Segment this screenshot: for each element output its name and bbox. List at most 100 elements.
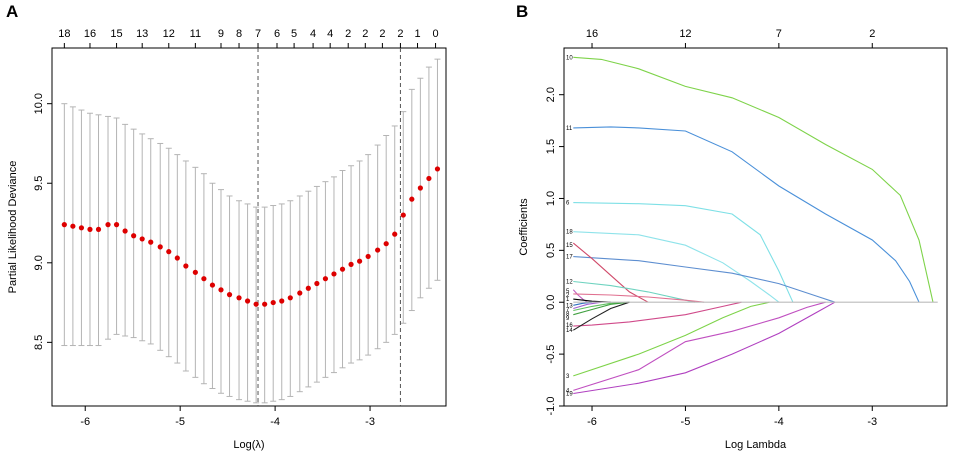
- deviance-point: [409, 196, 415, 202]
- deviance-point: [183, 263, 189, 269]
- top-tick-label: 16: [586, 28, 598, 40]
- coefficient-path-plot: -6 -5 -4 -3-1.0-0.50.00.51.01.52.016 12 7 2Log…: [518, 28, 948, 451]
- top-tick-label: 2: [345, 28, 351, 40]
- x-tick-label: -4: [270, 416, 280, 428]
- top-tick-label: 12: [163, 28, 175, 40]
- x-tick-label: -3: [867, 416, 877, 428]
- deviance-point: [95, 226, 102, 232]
- deviance-point: [192, 269, 198, 275]
- variable-index-label: 14: [566, 328, 573, 334]
- deviance-point: [365, 253, 371, 260]
- variable-index-label: 6: [566, 201, 570, 207]
- y-tick-label: 9.0: [33, 255, 45, 270]
- x-tick-label: -6: [80, 416, 90, 428]
- top-tick-label: 4: [310, 28, 316, 40]
- x-tick-label: -4: [774, 416, 784, 428]
- variable-index-label: 4: [566, 388, 570, 394]
- deviance-point: [357, 258, 363, 264]
- deviance-point: [297, 290, 303, 296]
- y-tick-label: -0.5: [545, 345, 557, 364]
- deviance-point: [139, 236, 145, 242]
- deviance-point: [174, 255, 180, 261]
- variable-index-label: 19: [566, 392, 573, 398]
- coefficient-path-11: [573, 126, 920, 303]
- top-tick-label: 8: [236, 28, 242, 40]
- variable-index-label: 5: [566, 289, 570, 295]
- deviance-point: [305, 285, 311, 291]
- variable-index-label: 17: [566, 255, 573, 261]
- variable-index-label: 1: [566, 297, 570, 303]
- coefficient-path-3: [573, 301, 770, 377]
- top-tick-label: 5: [291, 28, 297, 40]
- variable-index-label: 12: [566, 279, 573, 285]
- deviance-point: [201, 276, 207, 282]
- deviance-point: [383, 241, 389, 247]
- x-tick-label: -6: [587, 416, 597, 428]
- coefficient-path-19: [573, 301, 836, 395]
- top-tick-label: 7: [776, 28, 782, 40]
- deviance-point: [375, 247, 381, 253]
- top-tick-label: 0: [432, 28, 438, 40]
- x-tick-label: -3: [365, 416, 375, 428]
- top-tick-label: 2: [397, 28, 403, 40]
- y-axis-title: Partial Likelihood Deviance: [7, 161, 19, 294]
- deviance-point: [166, 249, 172, 255]
- coefficient-path-9: [573, 301, 602, 310]
- x-tick-label: -5: [681, 416, 691, 428]
- deviance-point: [339, 266, 346, 272]
- top-tick-label: 1: [414, 28, 420, 40]
- deviance-point: [157, 244, 163, 250]
- y-tick-label: 10.0: [33, 93, 45, 114]
- variable-index-label: 16: [566, 323, 573, 329]
- coefficient-path-17: [573, 256, 836, 303]
- deviance-point: [131, 233, 137, 239]
- deviance-point: [426, 175, 432, 182]
- deviance-point: [392, 231, 398, 237]
- top-tick-label: 13: [136, 28, 148, 40]
- deviance-point: [78, 225, 85, 231]
- variable-index-label: 9: [566, 316, 570, 322]
- x-axis-title: Log Lambda: [725, 439, 787, 451]
- y-axis-title: Coefficients: [518, 198, 530, 256]
- coefficient-path-4: [573, 301, 826, 391]
- deviance-point: [279, 298, 285, 304]
- deviance-point: [61, 222, 67, 228]
- y-tick-label: 8.5: [33, 335, 45, 350]
- deviance-point: [122, 228, 128, 234]
- deviance-point: [262, 301, 268, 307]
- variable-index-label: 2: [566, 293, 570, 299]
- deviance-point: [209, 282, 216, 288]
- deviance-point: [287, 295, 293, 301]
- coefficient-path-10: [573, 56, 934, 303]
- x-axis-title: Log(λ): [233, 439, 264, 451]
- cv-deviance-plot: -6 -5 -4 -38.59.09.510.018 16 15 13 12 11 9 8 7 6 5 4 4…: [7, 28, 447, 451]
- deviance-point: [322, 276, 329, 282]
- coefficient-path-6: [573, 202, 794, 303]
- deviance-point: [253, 301, 259, 307]
- deviance-point: [434, 166, 441, 172]
- top-tick-label: 16: [84, 28, 96, 40]
- y-tick-label: 0.5: [545, 243, 557, 258]
- top-tick-label: 7: [255, 28, 261, 40]
- coefficient-path-16: [573, 301, 742, 327]
- top-tick-label: 12: [679, 28, 691, 40]
- deviance-point: [148, 239, 154, 245]
- coefficient-path-2: [573, 293, 705, 303]
- deviance-point: [417, 185, 423, 191]
- coefficient-path-14: [573, 301, 630, 331]
- variable-index-label: 8: [566, 312, 570, 318]
- variable-index-label: 15: [566, 243, 573, 249]
- y-tick-label: 1.0: [545, 191, 557, 206]
- deviance-point: [218, 287, 224, 293]
- top-tick-label: 2: [869, 28, 875, 40]
- top-tick-label: 6: [274, 28, 280, 40]
- deviance-point: [113, 222, 120, 228]
- top-tick-label: 18: [58, 28, 70, 40]
- x-tick-label: -5: [175, 416, 185, 428]
- y-tick-label: 0.0: [545, 295, 557, 310]
- variable-index-label: 13: [566, 303, 573, 309]
- deviance-point: [400, 212, 406, 218]
- variable-index-label: 11: [566, 126, 573, 132]
- deviance-point: [236, 295, 242, 301]
- plot-frame: [51, 47, 447, 407]
